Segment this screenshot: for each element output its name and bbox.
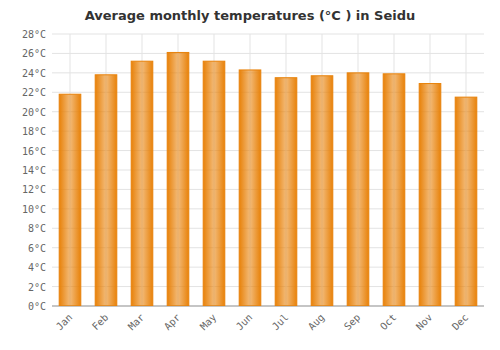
- x-tick-label: Aug: [306, 312, 327, 333]
- bar: [311, 76, 333, 306]
- y-tick-label: 8°C: [28, 223, 46, 234]
- y-grid-line: [52, 34, 484, 35]
- y-tick-label: 18°C: [22, 126, 46, 137]
- chart-container: Average monthly temperatures (°C ) in Se…: [0, 0, 500, 350]
- x-tick-label: Nov: [414, 312, 435, 333]
- x-tick-label: Jul: [270, 312, 291, 333]
- y-tick-label: 24°C: [22, 68, 46, 79]
- x-tick-label: Apr: [162, 312, 183, 333]
- x-tick-label: Oct: [378, 312, 399, 333]
- y-tick-label: 14°C: [22, 165, 46, 176]
- bar: [203, 61, 225, 306]
- x-tick-label: Jun: [234, 312, 255, 333]
- y-tick-label: 20°C: [22, 107, 46, 118]
- y-grid-line: [52, 53, 484, 54]
- bar: [455, 97, 477, 306]
- y-tick-label: 2°C: [28, 282, 46, 293]
- y-grid-line: [52, 72, 484, 73]
- bar: [131, 61, 153, 306]
- y-tick-label: 6°C: [28, 243, 46, 254]
- y-tick-label: 4°C: [28, 262, 46, 273]
- y-tick-label: 28°C: [22, 29, 46, 40]
- x-tick-label: May: [198, 312, 219, 333]
- x-tick-label: Jan: [54, 312, 75, 333]
- chart: Average monthly temperatures (°C ) in Se…: [0, 0, 500, 350]
- bars: [59, 52, 477, 306]
- y-tick-label: 12°C: [22, 184, 46, 195]
- bar: [95, 75, 117, 306]
- y-tick-label: 16°C: [22, 146, 46, 157]
- bar: [347, 73, 369, 306]
- y-tick-label: 26°C: [22, 48, 46, 59]
- y-tick-label: 0°C: [28, 301, 46, 312]
- title: Average monthly temperatures (°C ) in Se…: [85, 8, 416, 23]
- grid: [52, 34, 484, 306]
- y-tick-label: 22°C: [22, 87, 46, 98]
- bar: [275, 78, 297, 306]
- x-tick-label: Feb: [90, 312, 111, 333]
- x-tick-label: Sep: [342, 312, 363, 333]
- bar: [167, 52, 189, 306]
- bar: [239, 70, 261, 306]
- bar: [383, 74, 405, 306]
- bar: [419, 84, 441, 306]
- y-tick-label: 10°C: [22, 204, 46, 215]
- bar: [59, 94, 81, 306]
- axes: 0°C 2°C 4°C 6°C 8°C 10°C 12°C 14°C 16°C 18°C 20°C 2…: [22, 29, 484, 332]
- x-tick-label: Mar: [126, 312, 147, 333]
- x-tick-label: Dec: [450, 312, 471, 333]
